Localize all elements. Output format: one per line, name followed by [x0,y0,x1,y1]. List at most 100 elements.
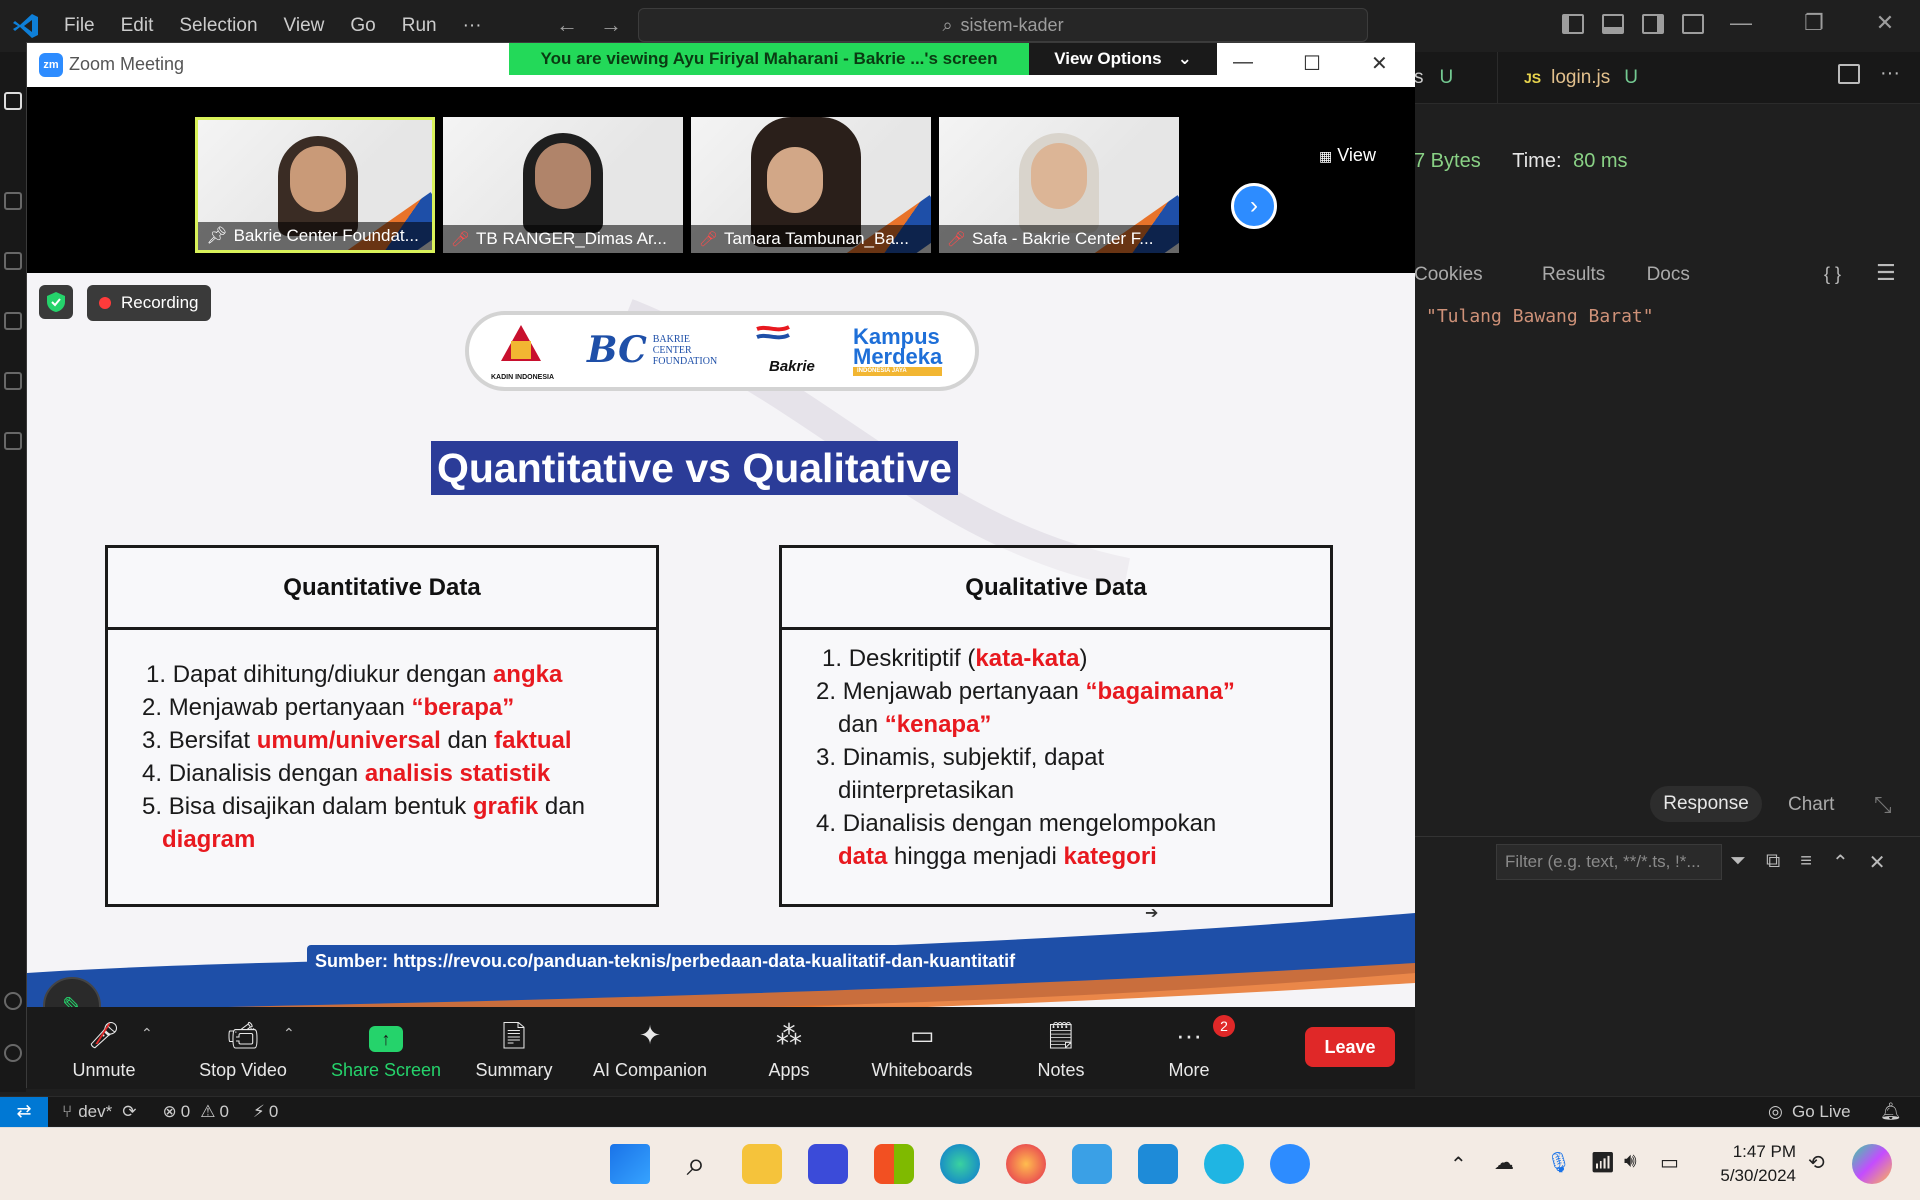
customize-layout-icon[interactable] [1682,14,1704,34]
store-icon[interactable] [874,1144,914,1184]
participant-tile[interactable]: 🎤︎ TB RANGER_Dimas Ar... [443,117,683,253]
copy-icon[interactable]: ⧉ [1766,850,1781,872]
tray-chevron-icon[interactable]: ⌃ [1450,1154,1467,1176]
close-icon[interactable]: ✕ [1875,10,1895,35]
vscode-taskbar-icon[interactable] [1138,1144,1178,1184]
volume-icon[interactable]: 🔊︎ [1624,1150,1637,1172]
menu-view[interactable]: View [283,15,325,36]
run-debug-icon[interactable] [4,312,22,330]
toggle-secondary-sidebar-icon[interactable] [1642,14,1664,34]
zoom-close-icon[interactable]: ✕ [1370,53,1388,75]
view-options-button[interactable]: View Options ⌄ [1029,43,1217,75]
manage-icon[interactable] [4,1044,22,1062]
onedrive-icon[interactable]: ☁ [1494,1152,1514,1174]
extensions-icon[interactable] [4,372,22,390]
share-screen-button[interactable]: ↑ Share Screen [323,1007,449,1089]
tab-cookies[interactable]: Cookies [1414,264,1483,285]
menu-more[interactable]: ··· [462,15,482,36]
audio-options-caret-icon[interactable]: ⌃ [141,1025,153,1041]
ports-count[interactable]: 0 [268,1101,279,1121]
tab-docs[interactable]: Docs [1646,264,1690,285]
warning-count[interactable]: 0 [219,1101,229,1121]
back-arrow-icon[interactable]: ← [556,12,578,37]
menu-run[interactable]: Run [401,15,437,36]
remote-icon[interactable]: ⇄ [0,1096,48,1127]
search-activity-icon[interactable] [4,192,22,210]
command-center-search[interactable]: ⌕ sistem-kader [638,8,1368,42]
clock[interactable]: 1:47 PM 5/30/2024 [1700,1140,1796,1188]
app-blue-icon[interactable] [1204,1144,1244,1184]
next-page-icon[interactable]: › [1231,183,1277,229]
notepad-icon[interactable] [1072,1144,1112,1184]
tab-results[interactable]: Results [1541,264,1606,285]
summary-button[interactable]: 📄︎ Summary [459,1007,569,1089]
format-json-icon[interactable]: { } [1824,264,1842,284]
error-icon: ⊗ [162,1101,177,1121]
menu-selection[interactable]: Selection [179,15,258,36]
branch-name[interactable]: dev* [78,1101,113,1121]
edge-icon[interactable] [940,1144,980,1184]
split-editor-icon[interactable] [1838,64,1860,84]
minimize-icon[interactable]: — [1730,10,1752,35]
search-icon[interactable]: ⌕ [686,1145,706,1183]
whiteboards-button[interactable]: ▭ Whiteboards [857,1007,987,1089]
more-button[interactable]: ··· More [1149,1007,1229,1089]
video-options-caret-icon[interactable]: ⌃ [283,1025,295,1041]
filter-input[interactable]: Filter (e.g. text, **/*.ts, !*... [1496,844,1722,880]
shield-icon[interactable] [39,285,73,319]
thunder-client-icon[interactable] [4,432,22,450]
restore-icon[interactable]: ❐ [1804,10,1824,35]
tab-partial[interactable]: s U [1414,52,1498,104]
start-icon[interactable] [610,1144,650,1184]
source-control-icon[interactable] [4,252,22,270]
copilot-icon[interactable] [1852,1144,1892,1184]
collapse-icon[interactable]: ⌃ [1831,852,1849,874]
participant-tile[interactable]: 🎤︎ Safa - Bakrie Center F... [939,117,1179,253]
firefox-icon[interactable] [1006,1144,1046,1184]
notification-bell-icon[interactable]: ⟲ [1808,1152,1825,1174]
apps-button[interactable]: ⁂ Apps [749,1007,829,1089]
zoom-maximize-icon[interactable]: ☐ [1303,53,1321,75]
error-count[interactable]: 0 [180,1101,191,1121]
apps-icon: ⁂ [776,1019,802,1050]
ai-companion-button[interactable]: ✦ AI Companion [585,1007,715,1089]
recording-indicator[interactable]: Recording [87,285,211,321]
notes-button[interactable]: 🗒︎ Notes [1021,1007,1101,1089]
toggle-sidebar-icon[interactable] [1562,14,1584,34]
zoom-minimize-icon[interactable]: — [1233,51,1253,73]
close-panel-icon[interactable]: ✕ [1868,852,1886,874]
sync-icon[interactable]: ⟳ [122,1101,137,1121]
notifications-icon[interactable]: 🔔︎ [1880,1101,1902,1121]
toggle-panel-icon[interactable] [1602,14,1624,34]
menu-file[interactable]: File [64,15,95,36]
forward-arrow-icon[interactable]: → [600,12,622,37]
go-live-button[interactable]: Go Live [1792,1101,1851,1121]
response-button[interactable]: Response [1650,786,1762,822]
expand-icon[interactable]: ⤡ [1874,792,1892,817]
chart-button[interactable]: Chart [1788,794,1835,815]
filter-icon[interactable]: ⏷ [1730,850,1746,872]
more-actions-icon[interactable]: ··· [1880,62,1900,84]
share-screen-label: Share Screen [330,1060,442,1080]
vscode-logo-icon[interactable] [12,12,40,40]
unmute-button[interactable]: 🎤︎ ⁄ Unmute [49,1007,159,1089]
explorer-icon[interactable] [4,92,22,110]
wifi-icon[interactable]: 📶︎ [1590,1152,1616,1174]
wrap-lines-icon[interactable]: ☰ [1876,260,1896,285]
leave-button[interactable]: Leave [1305,1027,1395,1067]
file-explorer-icon[interactable] [742,1144,782,1184]
list-icon[interactable]: ≡ [1800,850,1812,872]
tab-login-js[interactable]: JS login.js U [1524,52,1714,104]
mic-icon[interactable]: 🎙︎ [1546,1152,1572,1174]
participant-tile[interactable]: 📌︎ Bakrie Center Foundat... [195,117,435,253]
accounts-icon[interactable] [4,992,22,1010]
menu-edit[interactable]: Edit [120,15,154,36]
view-button[interactable]: ▦ View [1319,145,1376,166]
recording-label: Recording [121,293,199,312]
zoom-taskbar-icon[interactable] [1270,1144,1310,1184]
stop-video-button[interactable]: 📹︎ Stop Video [173,1007,313,1089]
app-icon[interactable] [808,1144,848,1184]
participant-tile[interactable]: 🎤︎ Tamara Tambunan_Ba... [691,117,931,253]
menu-go[interactable]: Go [350,15,376,36]
battery-icon[interactable]: ▭ [1660,1152,1679,1174]
